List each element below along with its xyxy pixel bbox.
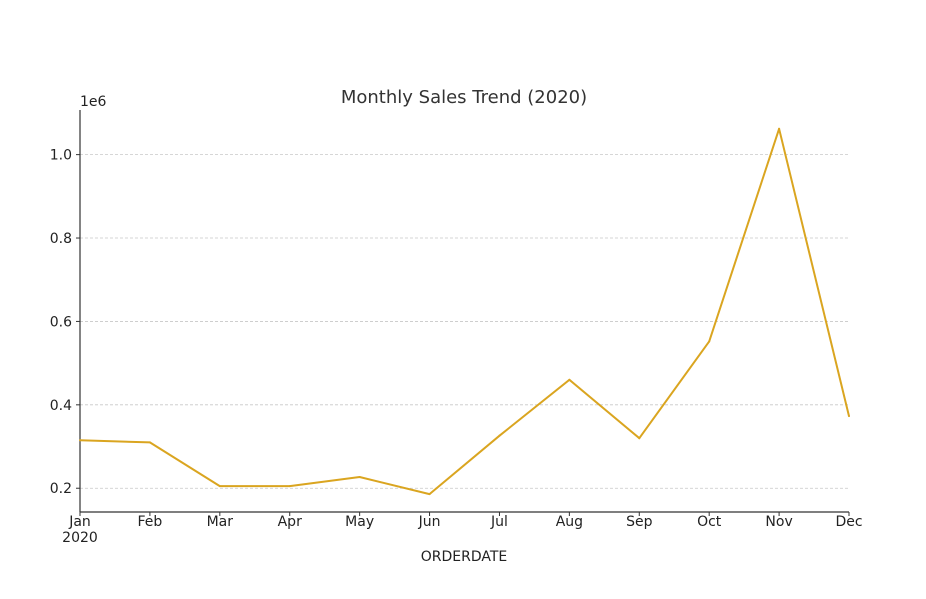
x-tick-label: Feb bbox=[138, 514, 163, 530]
x-axis-year-label: 2020 bbox=[62, 530, 98, 546]
data-point bbox=[148, 441, 151, 444]
x-tick-label: Mar bbox=[207, 514, 234, 530]
y-axis-ticks: 0.2 0.4 0.6 0.8 1.0 bbox=[50, 148, 80, 497]
y-tick-label: 0.4 bbox=[50, 398, 72, 414]
x-tick-label: Apr bbox=[278, 514, 302, 530]
y-axis-offset-label: 1e6 bbox=[80, 94, 107, 110]
data-point bbox=[568, 378, 571, 381]
y-tick-label: 0.8 bbox=[50, 231, 72, 247]
data-point bbox=[848, 415, 850, 418]
x-tick-label: Aug bbox=[556, 514, 583, 530]
x-tick-label: May bbox=[345, 514, 374, 530]
data-point bbox=[218, 485, 221, 488]
x-tick-label: Dec bbox=[835, 514, 862, 530]
x-tick-label: Sep bbox=[626, 514, 653, 530]
x-tick-label: Jun bbox=[418, 514, 441, 530]
x-axis-ticks: Jan Feb Mar Apr May Jun Jul Aug Sep Oct Nov Dec bbox=[68, 512, 863, 530]
data-point bbox=[79, 439, 81, 442]
grid-lines bbox=[80, 154, 849, 489]
data-point bbox=[708, 340, 711, 343]
data-point bbox=[288, 485, 291, 488]
chart-title: Monthly Sales Trend (2020) bbox=[341, 87, 587, 108]
x-tick-label: Oct bbox=[697, 514, 722, 530]
data-point bbox=[778, 127, 781, 130]
x-axis-title: ORDERDATE bbox=[421, 549, 508, 565]
sales-series-line bbox=[79, 127, 850, 496]
data-point bbox=[498, 434, 501, 437]
x-tick-label: Nov bbox=[765, 514, 792, 530]
data-point bbox=[428, 493, 431, 496]
y-tick-label: 1.0 bbox=[50, 148, 72, 164]
y-tick-label: 0.6 bbox=[50, 314, 72, 330]
x-tick-label: Jan bbox=[68, 514, 91, 530]
data-point bbox=[638, 437, 641, 440]
data-point bbox=[358, 475, 361, 478]
x-tick-label: Jul bbox=[490, 514, 508, 530]
y-tick-label: 0.2 bbox=[50, 481, 72, 497]
series-group bbox=[79, 127, 850, 496]
